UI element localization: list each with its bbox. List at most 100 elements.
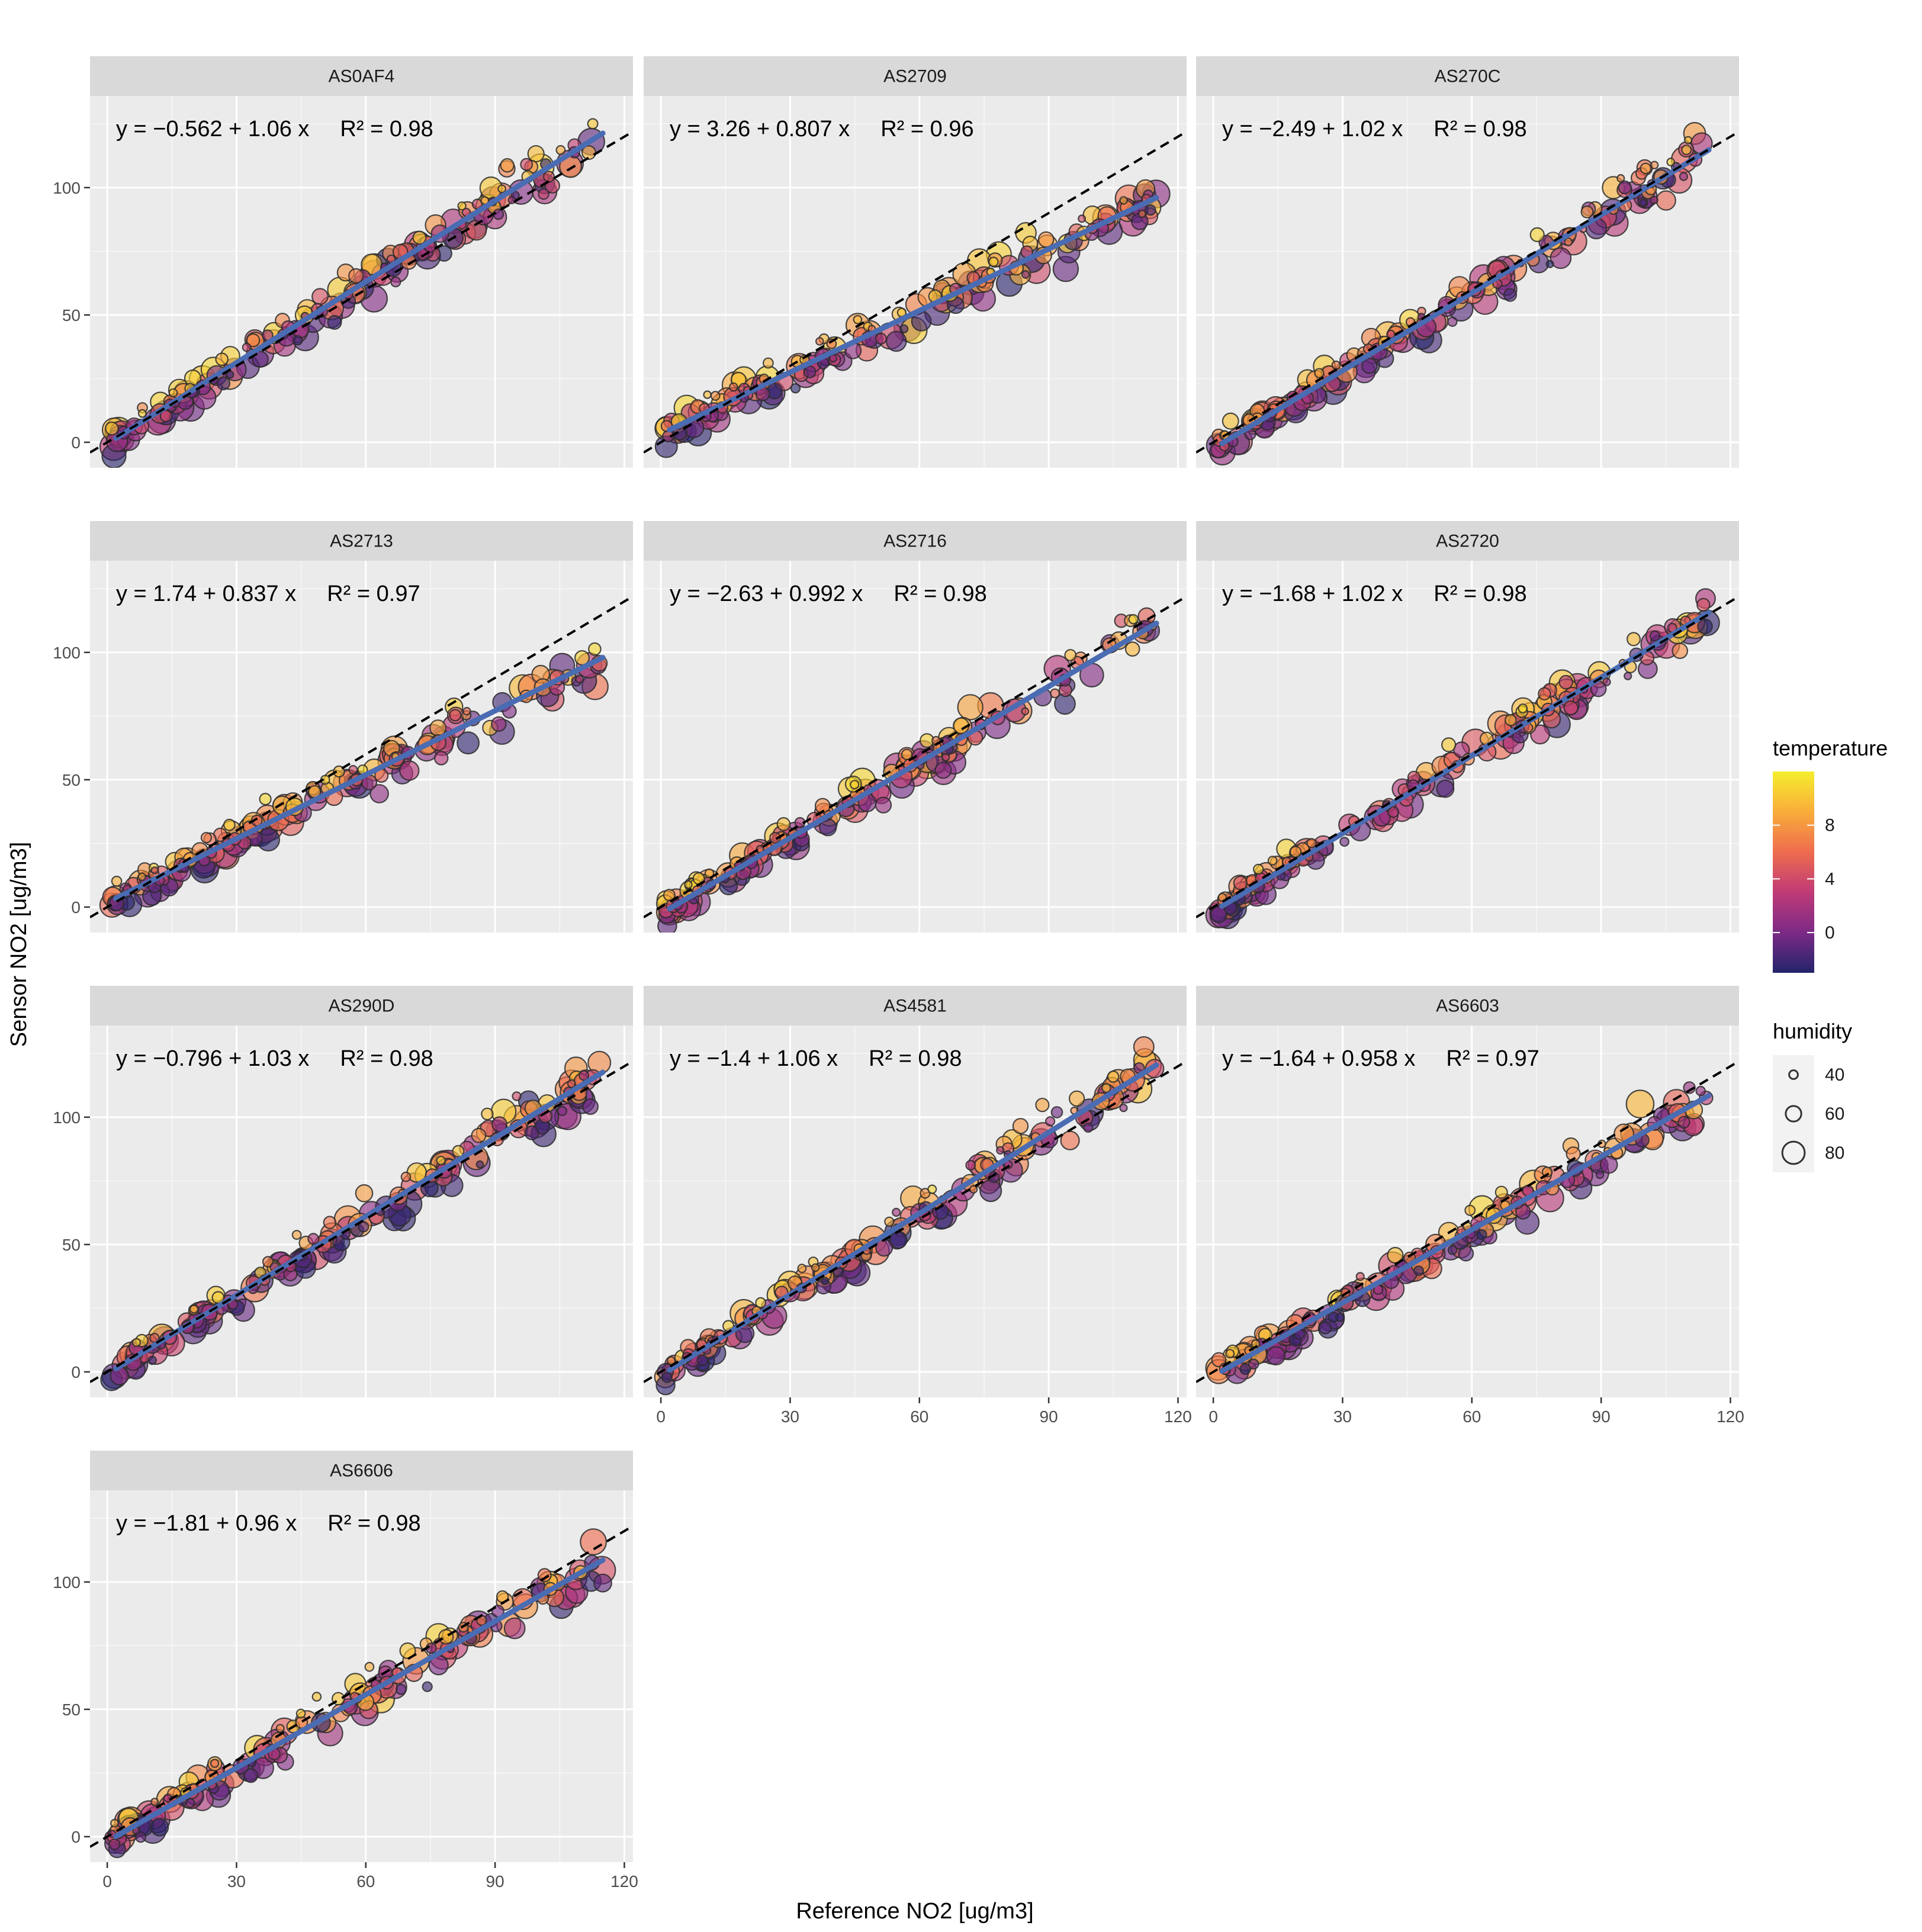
data-point bbox=[1101, 1083, 1111, 1093]
data-point bbox=[821, 1277, 830, 1285]
facet-strip bbox=[1196, 986, 1739, 1026]
data-point bbox=[497, 184, 506, 194]
data-point bbox=[1436, 779, 1455, 798]
data-point bbox=[1387, 1246, 1404, 1264]
data-point bbox=[1387, 806, 1400, 818]
temperature-legend: temperature 0 4 8 bbox=[1773, 736, 1888, 973]
data-point bbox=[661, 1371, 673, 1383]
data-point bbox=[1331, 360, 1341, 370]
fit-line bbox=[113, 654, 606, 901]
data-point bbox=[1476, 1229, 1487, 1240]
data-point bbox=[150, 866, 159, 875]
data-point bbox=[1545, 259, 1554, 268]
facet-strip bbox=[90, 521, 633, 561]
data-point bbox=[491, 716, 507, 732]
data-point bbox=[1021, 707, 1030, 716]
fit-line bbox=[1219, 1092, 1712, 1374]
data-points bbox=[654, 179, 1171, 458]
data-point bbox=[1225, 1349, 1235, 1359]
data-point bbox=[1697, 618, 1713, 635]
identity-line bbox=[1196, 595, 1739, 918]
identity-line bbox=[90, 595, 633, 918]
data-point bbox=[663, 889, 676, 902]
r-squared-label: R² = 0.98 bbox=[327, 1511, 420, 1536]
data-point bbox=[1639, 198, 1647, 207]
facet-strip-label: AS4581 bbox=[883, 996, 947, 1016]
data-point bbox=[1335, 1312, 1345, 1322]
x-tick-label: 0 bbox=[656, 1407, 666, 1426]
data-point bbox=[543, 171, 555, 183]
data-point bbox=[969, 1185, 978, 1194]
r-squared-label: R² = 0.98 bbox=[340, 117, 433, 142]
data-point bbox=[1145, 204, 1156, 216]
gridlines bbox=[90, 561, 633, 933]
data-point bbox=[150, 1818, 169, 1837]
y-tick-label: 50 bbox=[62, 1700, 81, 1719]
facet-strip-label: AS2716 bbox=[883, 532, 947, 551]
data-point bbox=[135, 1831, 147, 1843]
data-point bbox=[1679, 172, 1688, 181]
data-point bbox=[1563, 700, 1579, 716]
data-point bbox=[323, 1216, 337, 1229]
facet-strip bbox=[644, 56, 1187, 96]
y-tick-label: 0 bbox=[71, 1363, 81, 1381]
data-point bbox=[108, 1838, 120, 1850]
data-point bbox=[150, 1798, 159, 1806]
x-tick-label: 120 bbox=[1717, 1407, 1744, 1426]
facet-strip bbox=[1196, 56, 1739, 96]
y-tick-label: 100 bbox=[53, 179, 81, 197]
facet-AS2720: AS2720 y = −1.68 + 1.02 x R² = 0.98 bbox=[1196, 521, 1739, 933]
data-point bbox=[710, 391, 721, 401]
x-tick-label: 30 bbox=[1333, 1407, 1352, 1426]
data-point bbox=[934, 761, 952, 779]
data-point bbox=[1050, 1106, 1063, 1118]
data-point bbox=[1564, 237, 1573, 247]
data-point bbox=[1494, 1185, 1508, 1199]
data-point bbox=[538, 188, 549, 200]
data-point bbox=[215, 352, 229, 367]
data-point bbox=[875, 796, 892, 814]
data-point bbox=[355, 1184, 374, 1203]
data-point bbox=[850, 780, 860, 790]
colorbar-tick-label: 4 bbox=[1825, 869, 1835, 889]
temperature-colorbar bbox=[1773, 771, 1814, 973]
data-point bbox=[703, 390, 712, 399]
data-point bbox=[110, 1818, 119, 1828]
data-point bbox=[327, 314, 342, 330]
gridlines bbox=[644, 96, 1187, 468]
data-point bbox=[292, 335, 303, 346]
data-point bbox=[884, 1216, 895, 1227]
data-point bbox=[996, 1146, 1005, 1155]
data-point bbox=[829, 354, 838, 362]
data-point bbox=[438, 1629, 454, 1645]
facet-strip-label: AS6603 bbox=[1436, 996, 1499, 1016]
humidity-key-label: 40 bbox=[1825, 1065, 1844, 1085]
data-point bbox=[1290, 846, 1302, 858]
x-tick-label: 90 bbox=[486, 1872, 504, 1891]
data-point bbox=[1595, 1170, 1605, 1179]
data-point bbox=[979, 1179, 1002, 1203]
data-point bbox=[965, 1159, 976, 1171]
fit-line bbox=[113, 1557, 606, 1840]
data-point bbox=[704, 868, 715, 879]
data-point bbox=[1050, 688, 1060, 699]
data-point bbox=[1306, 838, 1317, 848]
facet-AS290D: AS290D y = −0.796 + 1.03 x R² = 0.98 0 50 100 bbox=[53, 986, 633, 1397]
data-point bbox=[1361, 358, 1378, 374]
regression-equation: y = −0.796 + 1.03 x bbox=[116, 1046, 309, 1071]
data-point bbox=[1529, 227, 1545, 242]
data-point bbox=[1248, 1358, 1259, 1370]
data-point bbox=[1239, 1363, 1251, 1375]
data-point bbox=[875, 332, 887, 345]
x-tick-label: 60 bbox=[910, 1407, 928, 1426]
regression-equation: y = 1.74 + 0.837 x bbox=[116, 581, 296, 606]
temperature-legend-title: temperature bbox=[1773, 736, 1888, 760]
data-point bbox=[503, 1617, 526, 1640]
regression-equation: y = 3.26 + 0.807 x bbox=[670, 117, 850, 142]
data-point bbox=[1602, 677, 1611, 687]
data-point bbox=[210, 1759, 220, 1768]
data-point bbox=[927, 1184, 937, 1194]
data-point bbox=[507, 195, 516, 204]
data-point bbox=[762, 357, 774, 369]
data-point bbox=[1128, 614, 1139, 625]
